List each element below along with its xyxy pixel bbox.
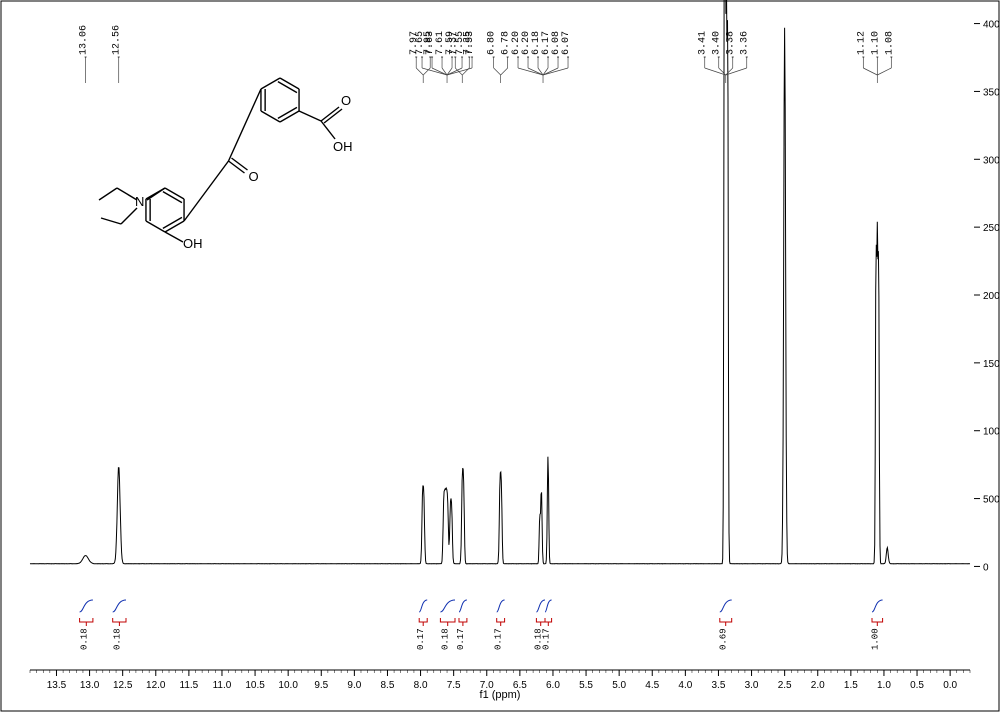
peak-ppm-label: 3.40 (712, 31, 723, 55)
y-tick-label: 2000 (983, 291, 1000, 302)
integral-value-label: 1.00 (870, 628, 880, 650)
peak-ppm-label: 3.41 (698, 31, 709, 55)
y-tick-label: 500 (983, 495, 1000, 506)
structure-atom-label: O (249, 169, 259, 184)
peak-label-converge (455, 68, 462, 75)
peak-label-converge (462, 68, 469, 75)
integral-curve (720, 600, 732, 612)
peak-ppm-label: 13.06 (79, 25, 90, 55)
x-tick-label: 1.0 (877, 680, 891, 691)
x-tick-label: 11.5 (180, 680, 199, 691)
integral-bracket (113, 618, 126, 626)
integral-bracket (536, 618, 545, 626)
integral-curve (545, 600, 552, 612)
peak-label-converge (863, 68, 877, 75)
peak-ppm-label: 6.80 (487, 31, 498, 55)
peak-label-converge (501, 68, 508, 75)
x-tick-label: 5.0 (612, 680, 626, 691)
y-tick-label: 1500 (983, 359, 1000, 370)
integral-bracket (545, 618, 552, 626)
x-tick-label: 5.5 (579, 680, 593, 691)
x-tick-label: 4.5 (645, 680, 659, 691)
structure-atom-label: N (135, 194, 144, 209)
x-axis-label: f1 (ppm) (480, 689, 521, 701)
x-tick-label: 13.0 (80, 680, 100, 691)
integral-curve (872, 600, 883, 612)
integral-value-label: 0.17 (494, 628, 504, 650)
x-tick-label: 4.0 (678, 680, 692, 691)
peak-ppm-label: 3.38 (726, 31, 737, 55)
x-tick-label: 2.5 (778, 680, 792, 691)
x-tick-label: 6.0 (546, 680, 560, 691)
integral-value-label: 0.18 (441, 628, 451, 650)
integral-curve (536, 600, 545, 612)
nmr-svg: 0 500 1000 1500 2000 2500 3000 3500 4000 13.5 13.0… (0, 0, 1000, 712)
peak-ppm-label: 7.37 (448, 31, 459, 55)
x-tick-label: 10.0 (278, 680, 298, 691)
peak-ppm-label: 1.08 (884, 31, 895, 55)
peak-label-converge (877, 68, 891, 75)
x-tick-label: 2.0 (811, 680, 825, 691)
x-tick-label: 8.0 (414, 680, 428, 691)
x-tick-label: 11.0 (213, 680, 232, 691)
integral-bracket (459, 618, 467, 626)
integral-value-label: 0.18 (79, 628, 89, 650)
y-tick-label: 0 (983, 562, 989, 573)
x-tick-label: 3.0 (745, 680, 759, 691)
integral-bracket (720, 618, 732, 626)
peak-ppm-label: 6.78 (501, 31, 512, 55)
integral-bracket (80, 618, 93, 626)
integral-curve (113, 600, 126, 612)
integral-value-label: 0.17 (541, 628, 551, 650)
x-tick-label: 13.5 (47, 680, 67, 691)
peak-label-converge (416, 68, 423, 75)
peak-label-converge (494, 68, 501, 75)
integral-value-label: 0.69 (719, 628, 729, 650)
y-tick-label: 2500 (983, 223, 1000, 234)
y-tick-label: 3000 (983, 155, 1000, 166)
x-tick-label: 1.5 (844, 680, 858, 691)
peak-ppm-label: 1.12 (856, 31, 867, 55)
x-tick-label: 9.0 (347, 680, 361, 691)
integral-value-label: 0.18 (112, 628, 122, 650)
peak-ppm-label: 1.10 (870, 31, 881, 55)
x-tick-label: 10.5 (245, 680, 265, 691)
peak-ppm-label: 6.07 (561, 31, 572, 55)
integral-bracket (440, 618, 455, 626)
x-tick-label: 12.0 (146, 680, 166, 691)
spectrum-trace (30, 0, 970, 564)
y-tick-label: 3500 (983, 87, 1000, 98)
integral-bracket (419, 618, 427, 626)
peak-ppm-label: 3.36 (740, 31, 751, 55)
integral-value-label: 0.17 (416, 628, 426, 650)
peak-ppm-label: 7.35 (462, 31, 473, 55)
x-tick-label: 9.5 (314, 680, 328, 691)
integral-curve (419, 600, 427, 612)
integral-bracket (497, 618, 505, 626)
x-tick-label: 3.5 (711, 680, 725, 691)
nmr-spectrum-figure: 0 500 1000 1500 2000 2500 3000 3500 4000 13.5 13.0… (0, 0, 1000, 712)
x-tick-label: 0.0 (943, 680, 957, 691)
peak-ppm-label: 12.56 (112, 25, 123, 55)
integral-curve (459, 600, 467, 612)
structure-atom-label: OH (183, 236, 203, 251)
integral-value-label: 0.17 (456, 628, 466, 650)
x-tick-label: 12.5 (113, 680, 133, 691)
chemical-structure: O O OH OH N (99, 78, 353, 251)
integral-curve (440, 600, 455, 612)
structure-atom-label: OH (333, 139, 353, 154)
x-tick-label: 7.5 (447, 680, 461, 691)
integral-curve (80, 600, 93, 612)
x-tick-label: 0.5 (910, 680, 924, 691)
integral-curve (497, 600, 505, 612)
y-tick-label: 4000 (983, 20, 1000, 31)
structure-atom-label: O (341, 93, 351, 108)
y-tick-label: 1000 (983, 427, 1000, 438)
integral-bracket (872, 618, 883, 626)
x-tick-label: 8.5 (381, 680, 395, 691)
